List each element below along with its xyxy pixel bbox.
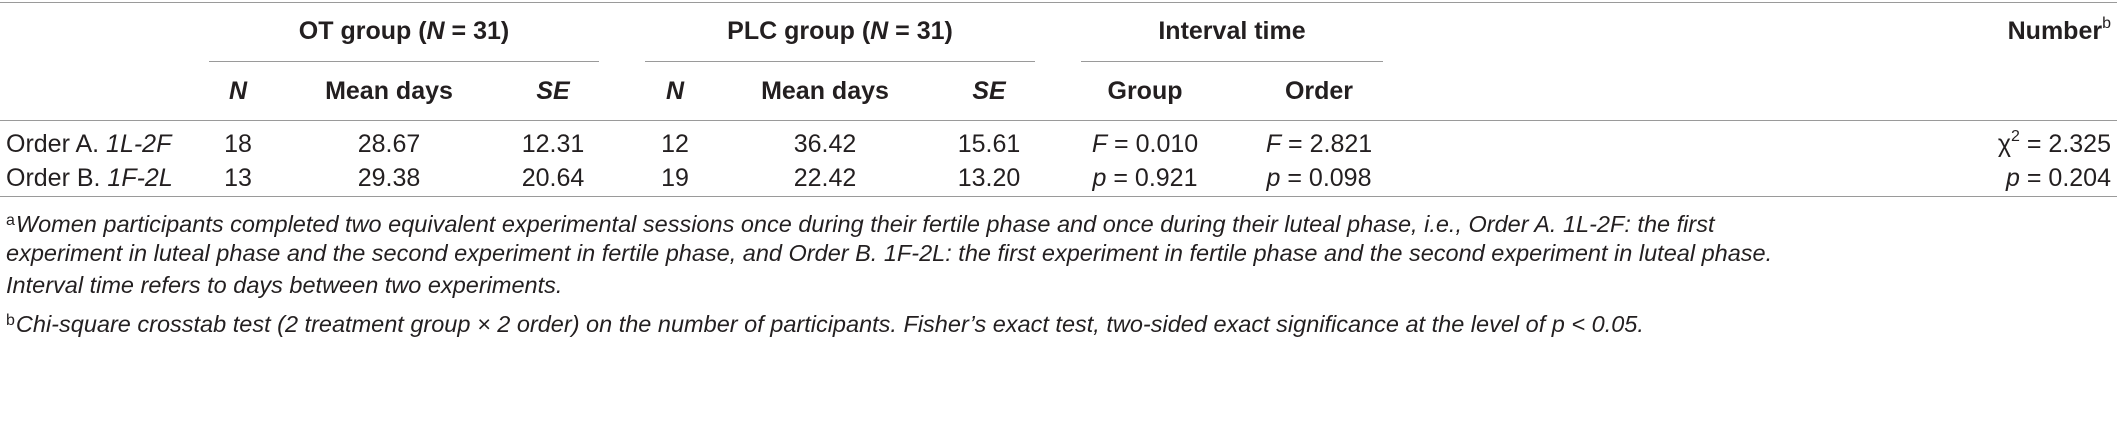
ot-se-header: SE xyxy=(536,77,570,105)
order-stat-cell: p = 0.098 xyxy=(1266,164,1372,192)
number-stat-cell: χ2 = 2.325 xyxy=(1997,128,2111,159)
plc-se-header: SE xyxy=(972,77,1006,105)
interval-time-underline xyxy=(1081,61,1383,62)
row-label-order-b: Order B. 1F-2L xyxy=(6,164,173,192)
interval-time-header: Interval time xyxy=(1158,17,1306,45)
plc-mean-cell: 36.42 xyxy=(793,130,857,158)
table-bottom-rule xyxy=(0,196,2117,197)
ot-group-underline xyxy=(209,61,599,62)
footnote-b-line-1: bChi-square crosstab test (2 treatment g… xyxy=(6,311,1644,337)
order-stat-cell: F = 2.821 xyxy=(1265,130,1373,158)
ot-mean-cell: 29.38 xyxy=(357,164,421,192)
footnote-a-line-3: Interval time refers to days between two… xyxy=(6,272,563,298)
ot-group-header: OT group (N = 31) xyxy=(298,17,510,45)
header-bottom-rule xyxy=(0,120,2117,121)
plc-n-header: N xyxy=(665,77,685,105)
order-header: Order xyxy=(1284,77,1354,105)
table-top-rule xyxy=(0,2,2117,3)
plc-n-cell: 12 xyxy=(661,130,689,158)
ot-mean-header: Mean days xyxy=(325,77,453,105)
ot-se-cell: 12.31 xyxy=(521,130,585,158)
group-stat-cell: p = 0.921 xyxy=(1092,164,1198,192)
footnote-a-mark: a xyxy=(6,212,15,229)
plc-mean-cell: 22.42 xyxy=(793,164,857,192)
group-header: Group xyxy=(1107,77,1183,105)
ot-se-cell: 20.64 xyxy=(521,164,585,192)
number-stat-cell: p = 0.204 xyxy=(2006,164,2111,192)
plc-group-underline xyxy=(645,61,1035,62)
number-header: Numberb xyxy=(2007,15,2111,46)
footnote-a-line-2: experiment in luteal phase and the secon… xyxy=(6,240,1773,266)
plc-se-cell: 15.61 xyxy=(957,130,1021,158)
ot-mean-cell: 28.67 xyxy=(357,130,421,158)
plc-se-cell: 13.20 xyxy=(957,164,1021,192)
footnote-b-mark: b xyxy=(6,312,15,329)
plc-mean-header: Mean days xyxy=(761,77,889,105)
group-stat-cell: F = 0.010 xyxy=(1091,130,1199,158)
ot-n-header: N xyxy=(228,77,248,105)
row-label-order-a: Order A. 1L-2F xyxy=(6,130,172,158)
number-footnote-mark: b xyxy=(2102,15,2111,32)
ot-n-cell: 13 xyxy=(224,164,252,192)
footnote-a-line-1: aWomen participants completed two equiva… xyxy=(6,211,1715,237)
ot-n-cell: 18 xyxy=(224,130,252,158)
plc-group-header: PLC group (N = 31) xyxy=(727,17,953,45)
plc-n-cell: 19 xyxy=(661,164,689,192)
